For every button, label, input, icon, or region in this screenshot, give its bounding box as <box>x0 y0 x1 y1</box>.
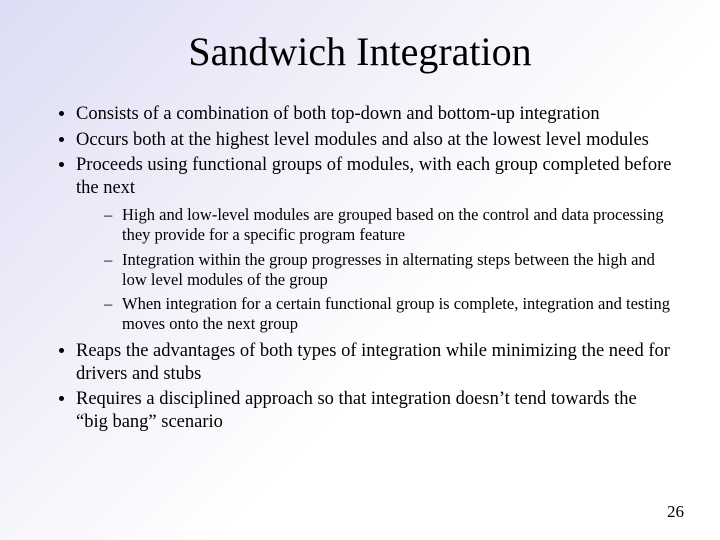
bullet-text: Proceeds using functional groups of modu… <box>76 155 671 198</box>
bullet-item: Occurs both at the highest level modules… <box>76 129 672 152</box>
bullet-item: Reaps the advantages of both types of in… <box>76 340 672 385</box>
bullet-item: Consists of a combination of both top-do… <box>76 103 672 126</box>
bullet-item: Proceeds using functional groups of modu… <box>76 154 672 334</box>
sub-bullet-item: Integration within the group progresses … <box>104 250 672 290</box>
slide-title: Sandwich Integration <box>48 28 672 75</box>
sub-bullet-list: High and low-level modules are grouped b… <box>76 205 672 334</box>
bullet-item: Requires a disciplined approach so that … <box>76 388 672 433</box>
page-number: 26 <box>667 502 684 522</box>
bullet-list: Consists of a combination of both top-do… <box>48 103 672 433</box>
slide: Sandwich Integration Consists of a combi… <box>0 0 720 540</box>
sub-bullet-item: High and low-level modules are grouped b… <box>104 205 672 245</box>
sub-bullet-item: When integration for a certain functiona… <box>104 294 672 334</box>
